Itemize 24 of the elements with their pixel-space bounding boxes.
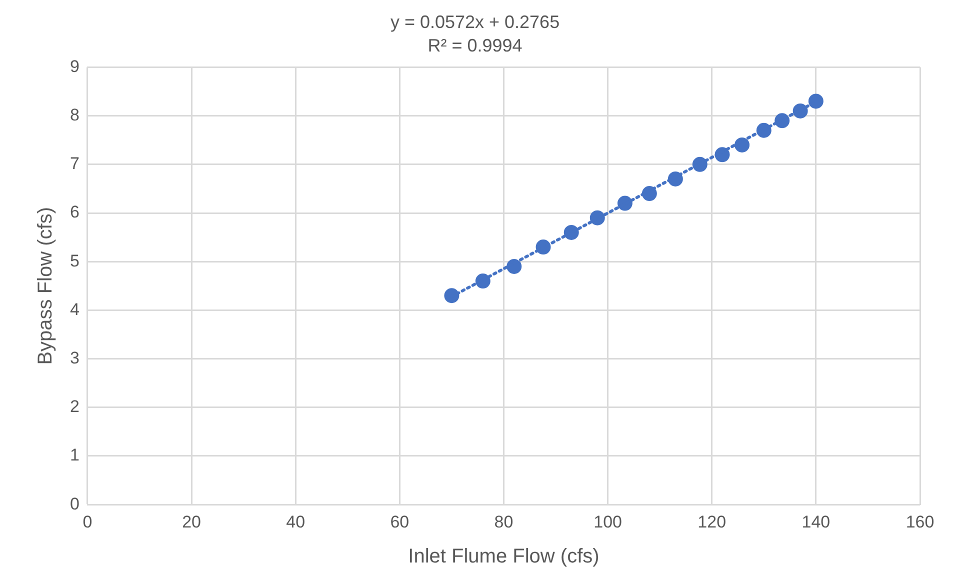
chart-title: y = 0.0572x + 0.2765 (390, 12, 560, 32)
y-tick-label: 8 (70, 105, 80, 124)
y-tick-label: 5 (70, 251, 80, 270)
y-axis-title: Bypass Flow (cfs) (34, 206, 57, 365)
x-tick-label: 80 (494, 512, 514, 532)
y-tick-label: 1 (70, 446, 80, 465)
x-tick-label: 0 (82, 512, 92, 532)
x-tick-label: 40 (286, 512, 306, 532)
x-tick-label: 160 (906, 512, 934, 532)
y-tick-label: 0 (70, 494, 80, 514)
y-tick-label: 4 (70, 300, 80, 319)
chart-subtitle: R² = 0.9994 (428, 35, 522, 56)
point (808, 94, 824, 109)
y-tick-label: 7 (70, 154, 80, 174)
x-axis-title: Inlet Flume Flow (cfs) (408, 546, 600, 568)
x-tick-label: 120 (698, 512, 726, 532)
x-tick-label: 100 (594, 512, 622, 532)
x-tick-label: 60 (390, 512, 410, 532)
x-tick-label: 140 (802, 512, 830, 532)
y-tick-label: 6 (70, 202, 80, 222)
y-tick-label: 2 (70, 397, 80, 416)
y-tick-label: 9 (70, 56, 80, 76)
x-tick-label: 20 (182, 512, 201, 532)
y-tick-label: 3 (70, 348, 80, 368)
